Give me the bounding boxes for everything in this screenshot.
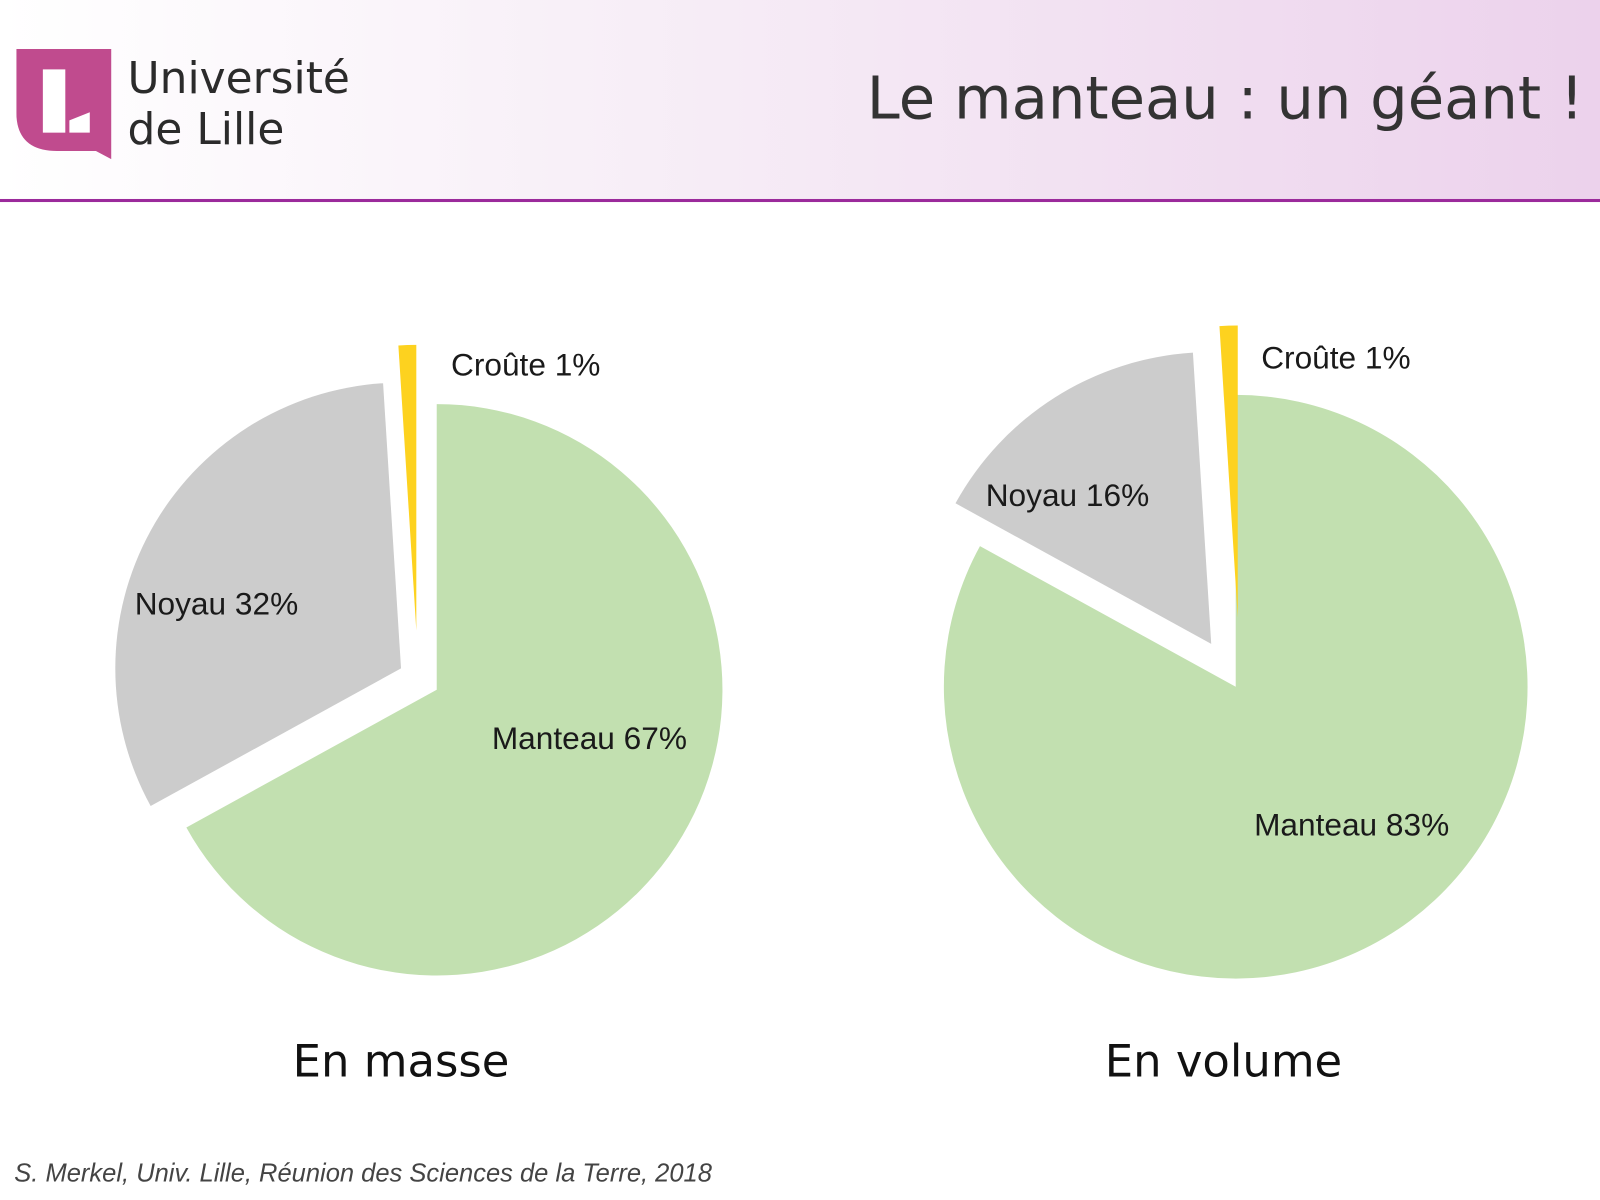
logo-line-2: de Lille (127, 104, 285, 156)
data-label-croute: Croûte 1% (451, 347, 600, 383)
pie-slice-noyau (955, 352, 1212, 644)
pie-slice-croute (398, 344, 417, 631)
data-label-manteau: Manteau 83% (1254, 807, 1449, 843)
data-label-manteau: Manteau 67% (492, 720, 687, 756)
data-label-croute: Croûte 1% (1261, 339, 1410, 375)
data-label-noyau: Noyau 16% (986, 477, 1149, 513)
logo-text: Université de Lille (128, 53, 350, 155)
data-label-noyau: Noyau 32% (135, 585, 298, 621)
chart-title-mass: En masse (292, 1035, 510, 1088)
pie-slice-croute (1219, 325, 1238, 618)
universite-de-lille-logo (16, 48, 112, 160)
footer-credit: S. Merkel, Univ. Lille, Réunion des Scie… (14, 1159, 712, 1188)
slide-header: Université de Lille Le manteau : un géan… (0, 0, 1600, 203)
page-title: Le manteau : un géant ! (866, 63, 1584, 133)
pie-slice-manteau (186, 404, 723, 976)
pie-slice-noyau (115, 383, 402, 807)
pie-slice-manteau (943, 394, 1528, 979)
chart-title-volume: En volume (1104, 1035, 1343, 1088)
logo-line-1: Université (127, 53, 350, 105)
